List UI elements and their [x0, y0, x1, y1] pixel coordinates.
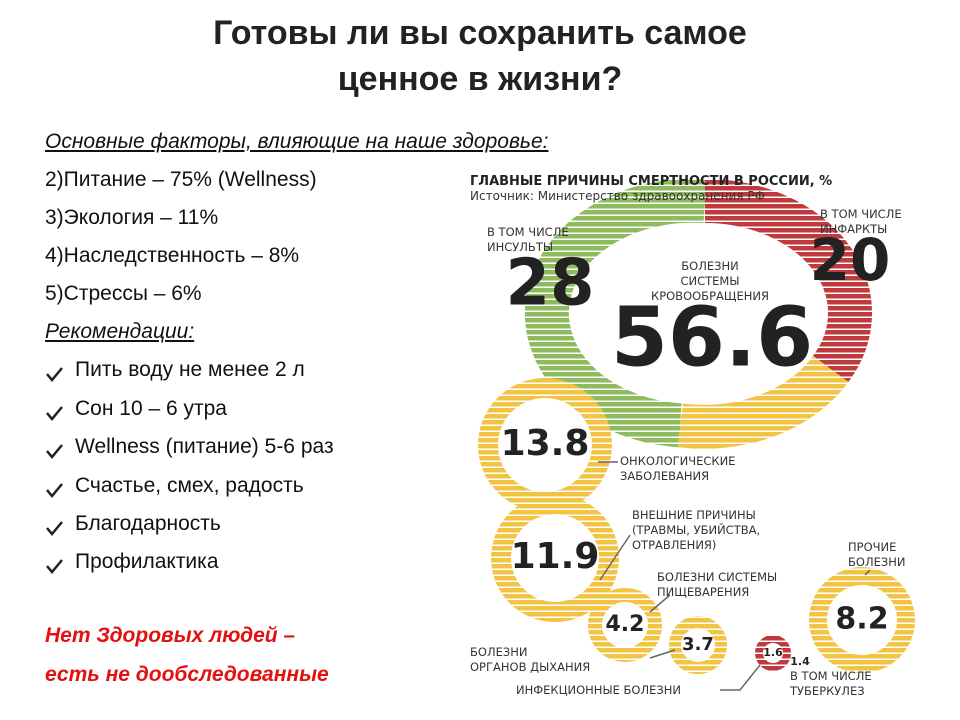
cause-label: В ТОМ ЧИСЛЕ: [820, 207, 902, 221]
recommendation: Wellness (питание) 5-6 раз: [75, 435, 334, 458]
cause-value: 11.9: [511, 536, 600, 577]
cause-value: 28: [505, 247, 594, 321]
recommendation: Профилактика: [75, 550, 219, 573]
factor: 4)Наследственность – 8%: [45, 244, 300, 267]
cause-label: ИНСУЛЬТЫ: [487, 240, 553, 254]
recommendation: Пить воду не менее 2 л: [75, 358, 305, 381]
title-line: ценное в жизни?: [337, 60, 623, 98]
cause-label: БОЛЕЗНИ: [681, 259, 738, 273]
cause-label: ПРОЧИЕ: [848, 540, 896, 554]
cause-value: 20: [810, 226, 891, 294]
cause-value: 1.6: [763, 646, 783, 659]
recommendations-heading: Рекомендации:: [45, 320, 195, 343]
infographic-source: Источник: Министерство здравоохранения Р…: [470, 189, 765, 203]
main-donut: [524, 178, 873, 449]
cause-label: ПИЩЕВАРЕНИЯ: [657, 585, 749, 599]
factor: 3)Экология – 11%: [45, 206, 219, 229]
checkmarks: [46, 367, 63, 574]
conclusion: Нет Здоровых людей –: [45, 624, 296, 647]
cause-label: ИНФЕКЦИОННЫЕ БОЛЕЗНИ: [516, 683, 681, 697]
cause-label: БОЛЕЗНИ: [848, 555, 905, 569]
cause-label: ТУБЕРКУЛЕЗ: [789, 684, 865, 698]
cause-label: БОЛЕЗНИ: [470, 645, 527, 659]
cause-label: БОЛЕЗНИ СИСТЕМЫ: [657, 570, 777, 584]
cause-value: 1.4: [790, 655, 810, 668]
cause-value: 8.2: [835, 602, 888, 637]
cause-label: ЗАБОЛЕВАНИЯ: [620, 469, 709, 483]
cause-label: СИСТЕМЫ: [680, 274, 739, 288]
cause-label: (ТРАВМЫ, УБИЙСТВА,: [632, 522, 760, 537]
cause-label: ИНФАРКТЫ: [820, 222, 887, 236]
cause-value: 56.6: [611, 290, 813, 385]
cause-label: КРОВООБРАЩЕНИЯ: [651, 289, 769, 303]
cause-label: В ТОМ ЧИСЛЕ: [790, 669, 872, 683]
conclusion: есть не дообследованные: [45, 663, 329, 686]
cause-value: 3.7: [682, 634, 714, 655]
leaders: [598, 461, 871, 691]
small-ring: [755, 635, 791, 671]
recommendation: Счастье, смех, радость: [75, 474, 304, 497]
cause-value: 4.2: [606, 612, 645, 637]
factor: 5)Стрессы – 6%: [45, 282, 202, 305]
cause-label: ОНКОЛОГИЧЕСКИЕ: [620, 454, 735, 468]
cause-label: В ТОМ ЧИСЛЕ: [487, 225, 569, 239]
title-line: Готовы ли вы сохранить самое: [213, 14, 747, 52]
recommendation: Сон 10 – 6 утра: [75, 397, 227, 420]
recommendation: Благодарность: [75, 512, 221, 535]
cause-value: 13.8: [501, 423, 590, 464]
cause-label: ВНЕШНИЕ ПРИЧИНЫ: [632, 508, 756, 522]
small-rings: [478, 378, 915, 674]
factor: 2)Питание – 75% (Wellness): [45, 168, 317, 191]
cause-label: ОТРАВЛЕНИЯ): [632, 538, 716, 552]
infographic-title: ГЛАВНЫЕ ПРИЧИНЫ СМЕРТНОСТИ В РОССИИ, %: [470, 174, 832, 189]
cause-label: ОРГАНОВ ДЫХАНИЯ: [470, 660, 590, 674]
factors-heading: Основные факторы, влияющие на наше здоро…: [45, 130, 549, 153]
